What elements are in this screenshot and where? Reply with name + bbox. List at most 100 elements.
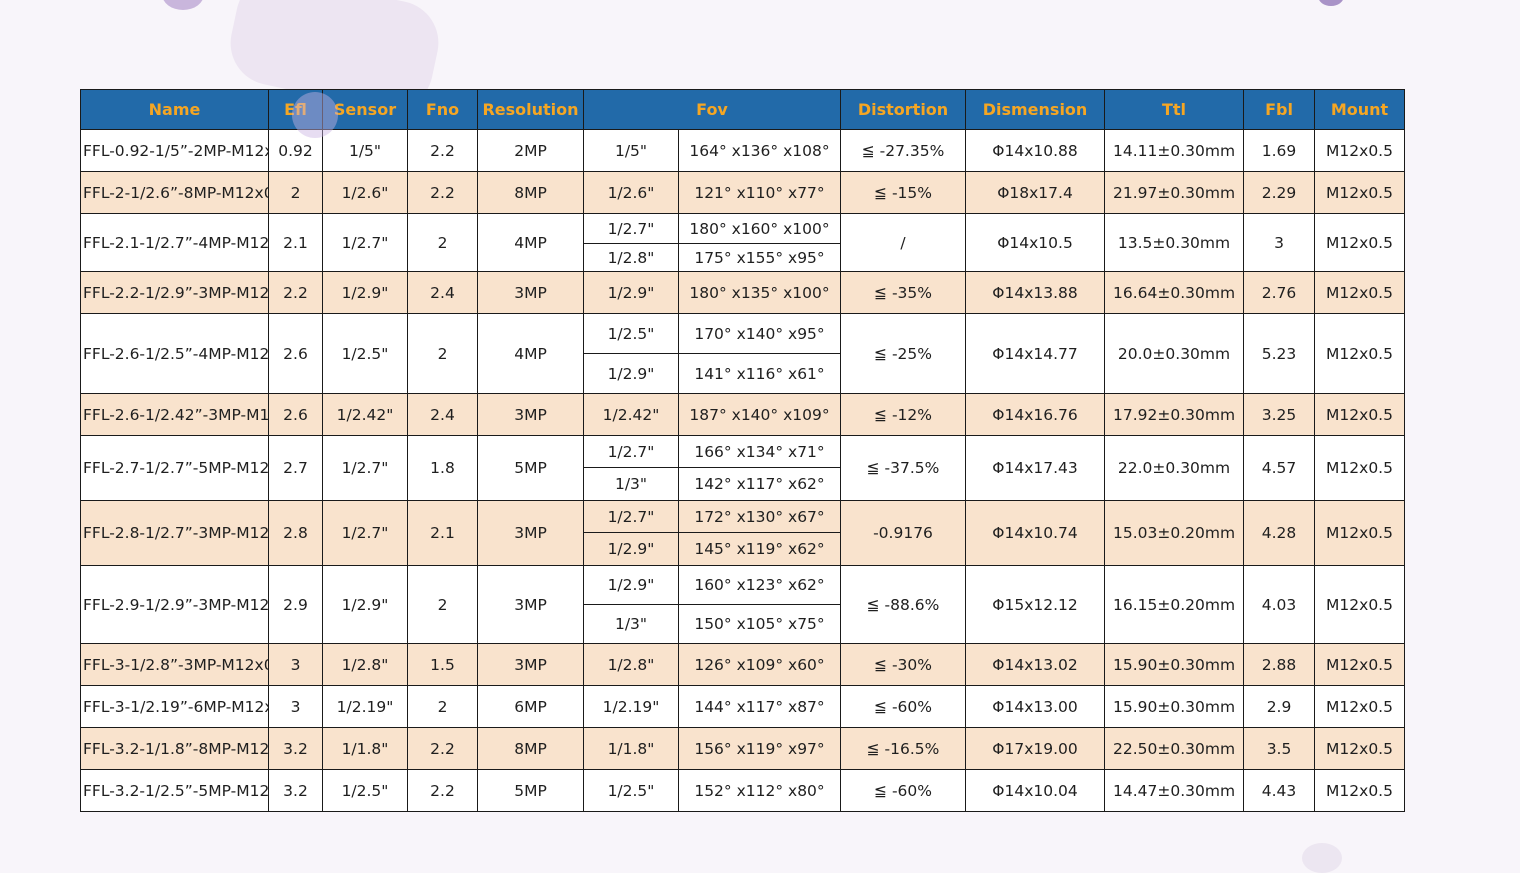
lens-name: FFL-2.6-1/2.42”-3MP-M12x0.5	[80, 393, 269, 436]
resolution-cell: 5MP	[477, 769, 584, 812]
dimension-cell: Φ14x10.04	[965, 769, 1106, 812]
fov-sensor-cell: 1/2.8"	[583, 643, 679, 686]
fov-angles-cell: 145° x119° x62°	[677, 532, 842, 566]
ttl-cell: 14.11±0.30mm	[1104, 129, 1245, 172]
ttl-cell: 13.5±0.30mm	[1104, 213, 1245, 272]
header-name: Name	[80, 89, 269, 130]
header-fov: Fov	[582, 89, 842, 130]
header-distortion: Distortion	[840, 89, 967, 130]
lens-name: FFL-2.1-1/2.7”-4MP-M12x0.5	[80, 213, 269, 272]
fov-sensor-cell: 1/2.8"	[583, 243, 679, 272]
decorative-dot	[162, 0, 204, 10]
fbl-cell: 1.69	[1243, 129, 1316, 172]
fov-angles-cell: 180° x160° x100°	[677, 213, 842, 244]
fno-cell: 2.2	[407, 171, 478, 214]
fbl-cell: 4.03	[1243, 565, 1316, 644]
distortion-cell: /	[840, 213, 967, 272]
fno-cell: 1.8	[407, 435, 478, 501]
mount-cell: M12x0.5	[1314, 171, 1406, 214]
fbl-cell: 4.43	[1243, 769, 1316, 812]
fov-sensor-cell: 1/2.9"	[583, 271, 679, 314]
efl-cell: 2.8	[268, 500, 323, 566]
table-row: FFL-3.2-1/1.8”-8MP-M12x0.53.21/1.8"2.28M…	[80, 727, 1406, 770]
resolution-cell: 4MP	[477, 313, 584, 394]
table-row: FFL-3-1/2.8”-3MP-M12x0.5 3 1/2.8" 1.5 3MP 1/2…	[80, 643, 1406, 686]
table-row: FFL-3.2-1/2.5”-5MP-M12x0.53.21/2.5"2.25M…	[80, 769, 1406, 812]
dimension-cell: Φ18x17.4	[965, 171, 1106, 214]
fov-angles-cell: 180° x135° x100°	[677, 271, 842, 314]
header-ttl: Ttl	[1104, 89, 1245, 130]
resolution-cell: 3MP	[477, 500, 584, 566]
sensor-cell: 1/2.6"	[322, 171, 408, 214]
efl-cell: 3.2	[268, 769, 323, 812]
fno-cell: 2	[407, 213, 478, 272]
fno-cell: 2	[407, 685, 478, 728]
header-fbl: Fbl	[1243, 89, 1316, 130]
lens-spec-table: Name Efl Sensor Fno Resolution Fov Disto…	[80, 89, 1406, 812]
ttl-cell: 17.92±0.30mm	[1104, 393, 1245, 436]
table-row: FFL-2.9-1/2.9”-3MP-M12x0.52.91/2.9"23MP1…	[80, 565, 1406, 644]
fbl-cell: 3	[1243, 213, 1316, 272]
table-subrow: 1/3" 142° x117° x62°	[81, 467, 1405, 501]
fov-angles-cell: 150° x105° x75°	[677, 604, 842, 644]
fno-cell: 2.2	[407, 727, 478, 770]
lens-name: FFL-3.2-1/1.8”-8MP-M12x0.5	[80, 727, 269, 770]
mount-cell: M12x0.5	[1314, 213, 1406, 272]
mount-cell: M12x0.5	[1314, 565, 1406, 644]
distortion-cell: ≦ -12%	[840, 393, 967, 436]
fov-angles-cell: 141° x116° x61°	[677, 353, 842, 394]
efl-cell: 3	[268, 685, 323, 728]
fov-sensor-cell: 1/2.5"	[583, 769, 679, 812]
ttl-cell: 16.64±0.30mm	[1104, 271, 1245, 314]
sensor-cell: 1/1.8"	[322, 727, 408, 770]
distortion-cell: -0.9176	[840, 500, 967, 566]
mount-cell: M12x0.5	[1314, 500, 1406, 566]
fbl-cell: 3.5	[1243, 727, 1316, 770]
resolution-cell: 8MP	[477, 171, 584, 214]
table-row: FFL-2.1-1/2.7”-4MP-M12x0.52.11/2.7"24MP1…	[80, 213, 1406, 272]
fov-angles-cell: 175° x155° x95°	[677, 243, 842, 272]
dimension-cell: Φ15x12.12	[965, 565, 1106, 644]
fov-sensor-cell: 1/2.9"	[583, 565, 679, 605]
efl-cell: 2.6	[268, 393, 323, 436]
distortion-cell: ≦ -25%	[840, 313, 967, 394]
fbl-cell: 3.25	[1243, 393, 1316, 436]
mount-cell: M12x0.5	[1314, 129, 1406, 172]
fov-angles-cell: 152° x112° x80°	[677, 769, 842, 812]
dimension-cell: Φ14x16.76	[965, 393, 1106, 436]
resolution-cell: 6MP	[477, 685, 584, 728]
dimension-cell: Φ14x10.74	[965, 500, 1106, 566]
fov-angles-cell: 160° x123° x62°	[677, 565, 842, 605]
ttl-cell: 15.90±0.30mm	[1104, 685, 1245, 728]
efl-cell: 2.7	[268, 435, 323, 501]
fno-cell: 2	[407, 565, 478, 644]
lens-name: FFL-3-1/2.8”-3MP-M12x0.5	[80, 643, 269, 686]
fbl-cell: 4.28	[1243, 500, 1316, 566]
fbl-cell: 2.29	[1243, 171, 1316, 214]
fov-sensor-cell: 1/2.7"	[583, 500, 679, 533]
ttl-cell: 16.15±0.20mm	[1104, 565, 1245, 644]
efl-cell: 2.2	[268, 271, 323, 314]
efl-cell: 2	[268, 171, 323, 214]
header-dimension: Dismension	[965, 89, 1106, 130]
distortion-cell: ≦ -60%	[840, 769, 967, 812]
sensor-cell: 1/2.7"	[322, 213, 408, 272]
fno-cell: 1.5	[407, 643, 478, 686]
fbl-cell: 2.88	[1243, 643, 1316, 686]
fov-sensor-cell: 1/2.5"	[583, 313, 679, 354]
table-row: FFL-0.92-1/5”-2MP-M12x0.50.921/5"2.22MP1…	[80, 129, 1406, 172]
ttl-cell: 15.90±0.30mm	[1104, 643, 1245, 686]
lens-name: FFL-2.9-1/2.9”-3MP-M12x0.5	[80, 565, 269, 644]
lens-name: FFL-3.2-1/2.5”-5MP-M12x0.5	[80, 769, 269, 812]
lens-name: FFL-2.6-1/2.5”-4MP-M12x0.5	[80, 313, 269, 394]
fbl-cell: 2.9	[1243, 685, 1316, 728]
table-row: FFL-2.6-1/2.5”-4MP-M12x0.52.61/2.5"24MP1…	[80, 313, 1406, 394]
lens-name: FFL-2.2-1/2.9”-3MP-M12x0.5	[80, 271, 269, 314]
header-fno: Fno	[407, 89, 478, 130]
fbl-cell: 5.23	[1243, 313, 1316, 394]
fov-angles-cell: 172° x130° x67°	[677, 500, 842, 533]
lens-name: FFL-2-1/2.6”-8MP-M12x0.5	[80, 171, 269, 214]
table-row: FFL-2.2-1/2.9”-3MP-M12x0.52.21/2.9"2.43M…	[80, 271, 1406, 314]
sensor-cell: 1/2.5"	[322, 313, 408, 394]
distortion-cell: ≦ -37.5%	[840, 435, 967, 501]
